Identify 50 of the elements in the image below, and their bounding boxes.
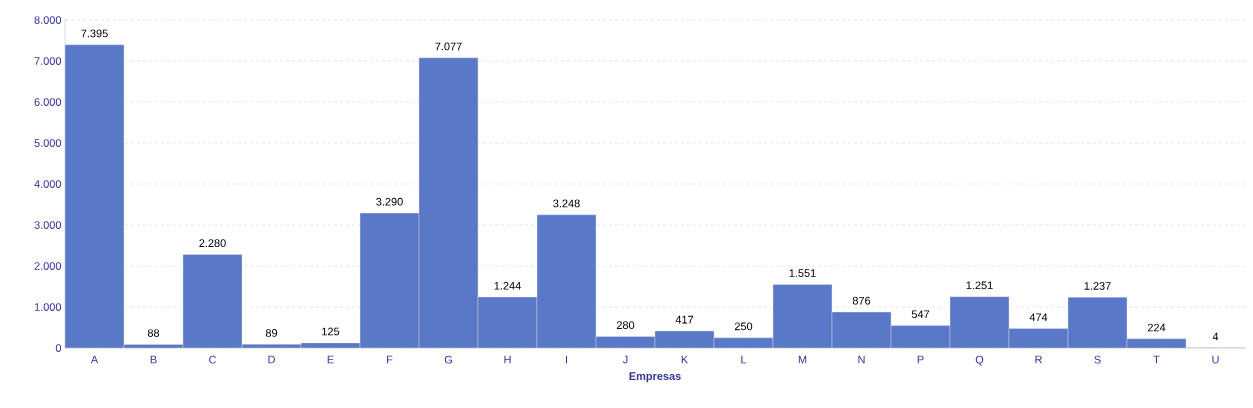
x-tick-label: F — [387, 355, 393, 364]
data-label: 474 — [1029, 313, 1048, 322]
data-label: 2.280 — [199, 239, 226, 248]
x-tick-label: C — [209, 355, 217, 364]
data-label: 1.244 — [494, 281, 521, 290]
data-label: 280 — [616, 321, 635, 330]
data-label: 250 — [734, 322, 753, 331]
y-tick-label: 6.000 — [34, 98, 62, 106]
y-tick-label: 2.000 — [34, 262, 62, 270]
x-tick-label: E — [327, 355, 334, 364]
data-label: 3.290 — [376, 197, 403, 206]
x-tick-label: J — [622, 355, 628, 364]
x-tick-label: D — [268, 355, 275, 364]
data-label: 125 — [322, 327, 340, 336]
data-label: 4 — [1212, 332, 1219, 341]
data-label: 3.248 — [553, 199, 580, 208]
x-tick-label: R — [1035, 355, 1042, 364]
y-tick-label: 8.000 — [34, 16, 62, 24]
x-tick-label: M — [798, 355, 807, 364]
data-label: 88 — [147, 329, 160, 337]
x-tick-label: N — [858, 355, 865, 364]
data-label: 1.237 — [1084, 282, 1111, 290]
x-tick-label: S — [1094, 355, 1101, 364]
y-tick-label: 4.000 — [34, 180, 62, 188]
x-tick-label: G — [444, 355, 452, 364]
data-label: 7.077 — [435, 42, 462, 51]
data-label: 224 — [1147, 323, 1166, 332]
x-tick-label: U — [1212, 355, 1219, 364]
data-label: 7.395 — [81, 29, 108, 38]
y-tick-label: 7.000 — [34, 57, 62, 65]
x-axis-title: Empresas — [629, 372, 681, 383]
data-label: 1.551 — [789, 269, 816, 277]
x-tick-label: K — [681, 355, 689, 364]
x-tick-label: T — [1153, 355, 1160, 364]
data-label: 547 — [911, 310, 930, 319]
y-tick-label: 5.000 — [34, 139, 62, 147]
data-label: 89 — [265, 329, 278, 337]
y-tick-label: 1.000 — [34, 303, 62, 311]
y-tick-label: 3.000 — [34, 221, 62, 229]
data-label: 1.251 — [966, 281, 993, 290]
data-label: 417 — [675, 315, 694, 324]
x-tick-label: P — [917, 355, 924, 364]
x-tick-label: L — [741, 355, 747, 364]
x-tick-label: A — [90, 355, 99, 364]
data-label: 876 — [852, 296, 871, 305]
x-tick-label: I — [566, 355, 568, 364]
x-tick-label: B — [150, 355, 157, 364]
x-tick-label: Q — [975, 355, 984, 366]
x-tick-label: H — [504, 355, 511, 364]
y-tick-label: 0 — [55, 344, 62, 352]
